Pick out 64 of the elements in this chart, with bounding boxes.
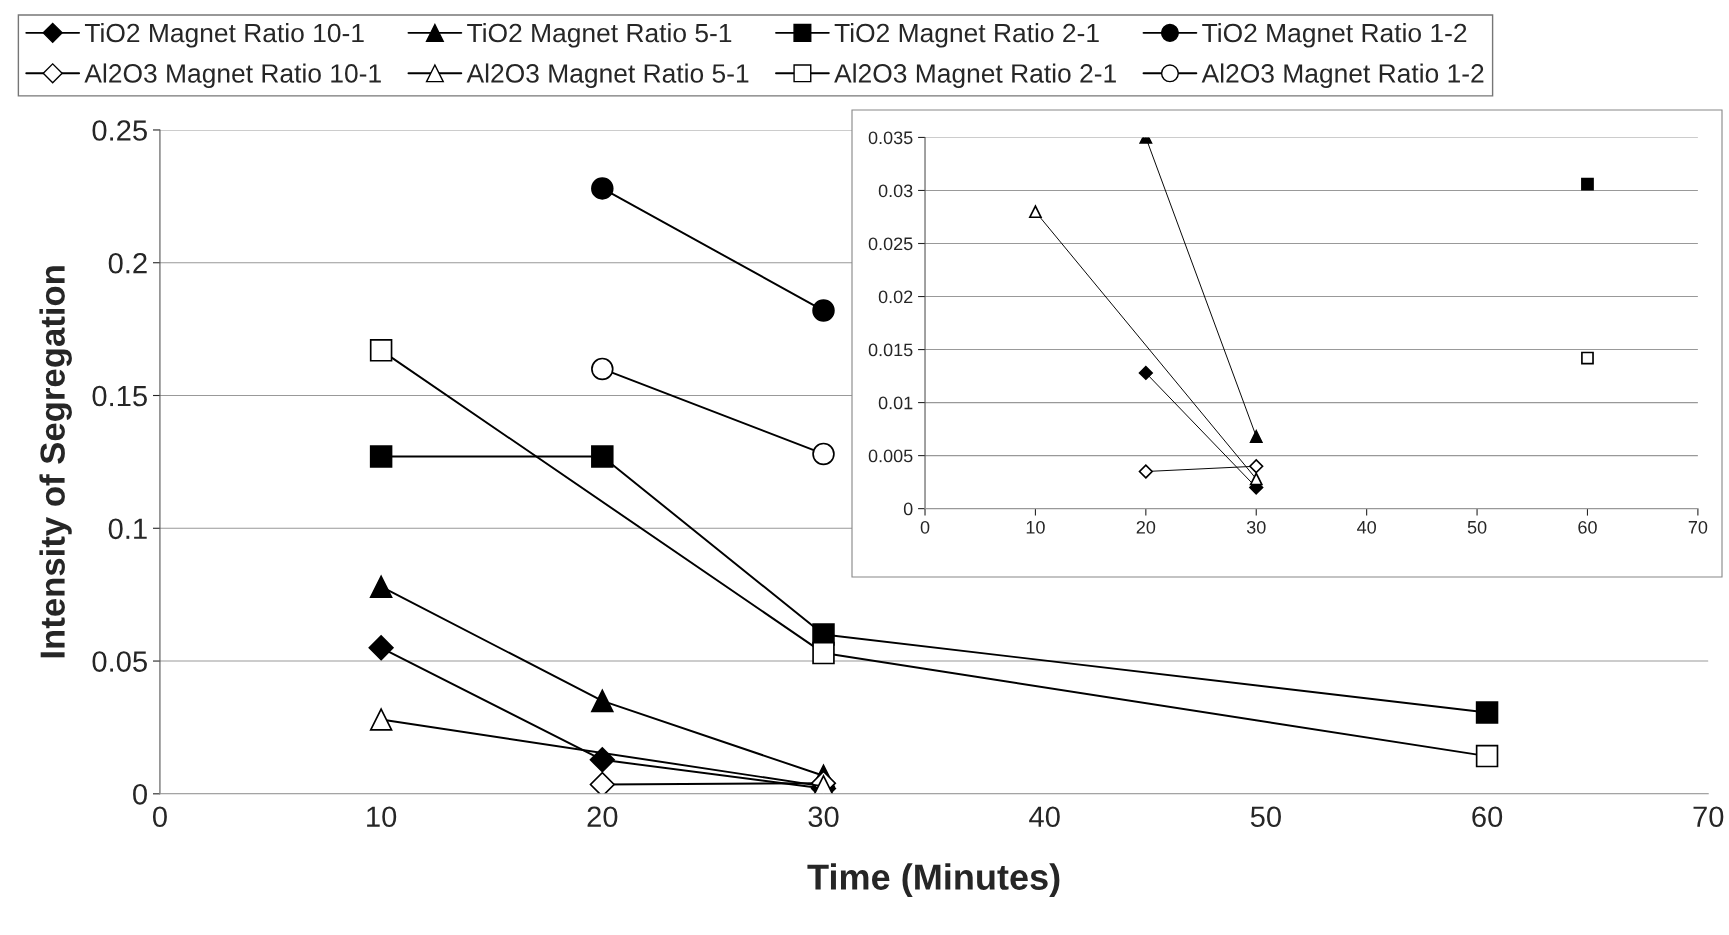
- x-tick-label: 0: [920, 520, 930, 534]
- y-tick-label: 0.01: [878, 396, 913, 410]
- point: [369, 339, 393, 362]
- y-tick-label: 0.025: [868, 237, 913, 251]
- point: [1029, 205, 1042, 219]
- y-tick-label: 0.1: [108, 518, 147, 540]
- point: [369, 445, 393, 468]
- point: [812, 299, 835, 322]
- legend-label: Al2O3 Magnet Ratio 5-1: [466, 63, 749, 89]
- x-tick-label: 70: [1693, 806, 1724, 828]
- x-tick-label: 70: [1688, 520, 1708, 534]
- x-tick-label: 30: [1246, 520, 1266, 534]
- y-tick-label: 0.05: [92, 651, 147, 672]
- y-tick-label: 0.035: [868, 131, 913, 145]
- legend-label: TiO2 Magnet Ratio 5-1: [467, 22, 732, 48]
- x-tick-label: 30: [808, 806, 839, 828]
- point: [1581, 351, 1594, 365]
- point: [591, 177, 614, 200]
- point: [1249, 430, 1263, 443]
- point: [368, 635, 394, 661]
- legend-label: TiO2 Magnet Ratio 2-1: [834, 22, 1099, 48]
- point: [591, 445, 614, 468]
- legend-label: TiO2 Magnet Ratio 10-1: [84, 22, 364, 48]
- y-tick-label: 0.25: [92, 120, 147, 141]
- y-tick-label: 0: [133, 784, 147, 805]
- x-tick-label: 50: [1467, 520, 1487, 534]
- point: [1249, 472, 1263, 486]
- y-tick-label: 0.03: [878, 184, 913, 198]
- point: [591, 357, 614, 381]
- point: [591, 689, 614, 713]
- x-tick-label: 10: [367, 806, 397, 828]
- point: [369, 708, 393, 731]
- x-tick-label: 10: [1026, 520, 1045, 534]
- point: [589, 747, 615, 773]
- x-tick-label: 0: [152, 806, 167, 828]
- y-tick-label: 0.005: [868, 449, 913, 463]
- x-tick-label: 60: [1578, 520, 1597, 534]
- y-tick-label: 0.15: [92, 385, 147, 407]
- point: [1475, 701, 1499, 724]
- x-tick-label: 40: [1029, 806, 1060, 828]
- point: [1475, 744, 1499, 768]
- point: [369, 575, 393, 598]
- legend-label: Al2O3 Magnet Ratio 10-1: [84, 63, 381, 89]
- x-tick-label: 40: [1357, 520, 1376, 534]
- point: [812, 641, 835, 665]
- point: [812, 442, 835, 466]
- point: [1581, 177, 1594, 191]
- y-tick-label: 0.2: [108, 252, 147, 274]
- point: [1138, 365, 1153, 381]
- y-tick-label: 0.015: [868, 343, 913, 357]
- point: [589, 771, 615, 794]
- legend-label: Al2O3 Magnet Ratio 1-2: [1201, 63, 1484, 89]
- legend-label: Al2O3 Magnet Ratio 2-1: [834, 63, 1116, 89]
- legend-label: TiO2 Magnet Ratio 1-2: [1202, 22, 1467, 48]
- point: [1138, 464, 1153, 479]
- y-tick-label: 0.02: [878, 290, 913, 304]
- point: [1249, 459, 1264, 474]
- y-tick-label: 0: [903, 502, 913, 516]
- x-tick-label: 20: [587, 806, 618, 828]
- y-axis-title: Intensity of Segregation: [39, 266, 72, 658]
- x-tick-label: 20: [1136, 520, 1156, 534]
- x-axis-title: Time (Minutes): [807, 863, 1060, 898]
- x-tick-label: 50: [1250, 806, 1281, 828]
- x-tick-label: 60: [1472, 806, 1503, 828]
